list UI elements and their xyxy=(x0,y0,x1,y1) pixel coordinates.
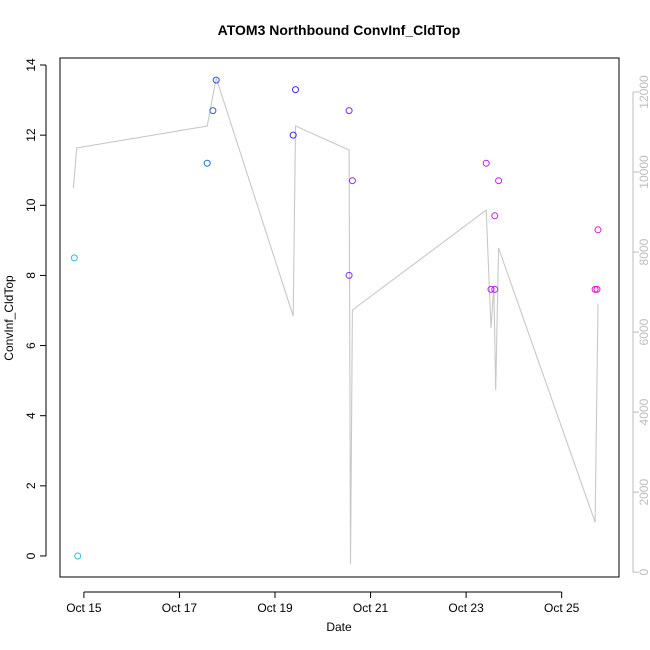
data-point xyxy=(345,271,353,279)
y2-tick-label: 12000 xyxy=(637,75,650,109)
x-axis-label: Date xyxy=(326,620,352,634)
data-point xyxy=(292,86,299,94)
x-tick-label: Oct 19 xyxy=(257,601,293,615)
data-point xyxy=(289,131,297,139)
data-point xyxy=(203,159,211,167)
data-point xyxy=(593,285,601,293)
data-point xyxy=(487,285,495,293)
data-point xyxy=(209,107,217,115)
y-axis-label: ConvInf_CldTop xyxy=(2,275,16,361)
data-point xyxy=(74,552,82,560)
y2-tick-label: 2000 xyxy=(637,479,650,506)
data-point xyxy=(212,76,220,84)
secondary-series-line xyxy=(72,77,599,565)
y2-tick-label: 0 xyxy=(637,569,650,576)
data-point xyxy=(491,285,499,293)
data-point xyxy=(348,177,356,185)
data-point xyxy=(482,159,490,167)
x-tick-label: Oct 23 xyxy=(448,601,484,615)
data-point xyxy=(345,107,353,115)
data-point xyxy=(70,254,78,262)
x-tick-label: Oct 17 xyxy=(162,601,198,615)
data-point xyxy=(495,177,503,185)
y-tick-label: 2 xyxy=(24,482,38,489)
x-tick-label: Oct 21 xyxy=(353,601,389,615)
chart-title: ATOM3 Northbound ConvInf_CldTop xyxy=(218,22,461,38)
y-tick-label: 8 xyxy=(24,272,38,279)
y2-tick-label: 4000 xyxy=(637,398,650,425)
y2-tick-label: 10000 xyxy=(637,155,650,189)
data-point xyxy=(594,226,602,234)
y-tick-label: 0 xyxy=(24,552,38,559)
y-tick-label: 10 xyxy=(24,198,38,212)
y-tick-label: 12 xyxy=(24,128,38,142)
y-tick-label: 14 xyxy=(24,58,38,72)
data-point xyxy=(591,285,599,293)
points-layer xyxy=(70,76,602,560)
axes-layer: Oct 15 Oct 17 Oct 19 Oct 21 Oct 23 Oct 25 0 2 4 6… xyxy=(24,58,650,615)
x-tick-label: Oct 25 xyxy=(544,601,580,615)
y2-tick-label: 8000 xyxy=(637,238,650,265)
y-tick-label: 6 xyxy=(24,342,38,349)
plot-frame xyxy=(59,57,620,578)
x-tick-label: Oct 15 xyxy=(66,601,102,615)
data-point xyxy=(491,212,499,220)
secondary-line-layer xyxy=(72,77,599,565)
y2-tick-label: 6000 xyxy=(637,318,650,345)
y-tick-label: 4 xyxy=(24,412,38,419)
